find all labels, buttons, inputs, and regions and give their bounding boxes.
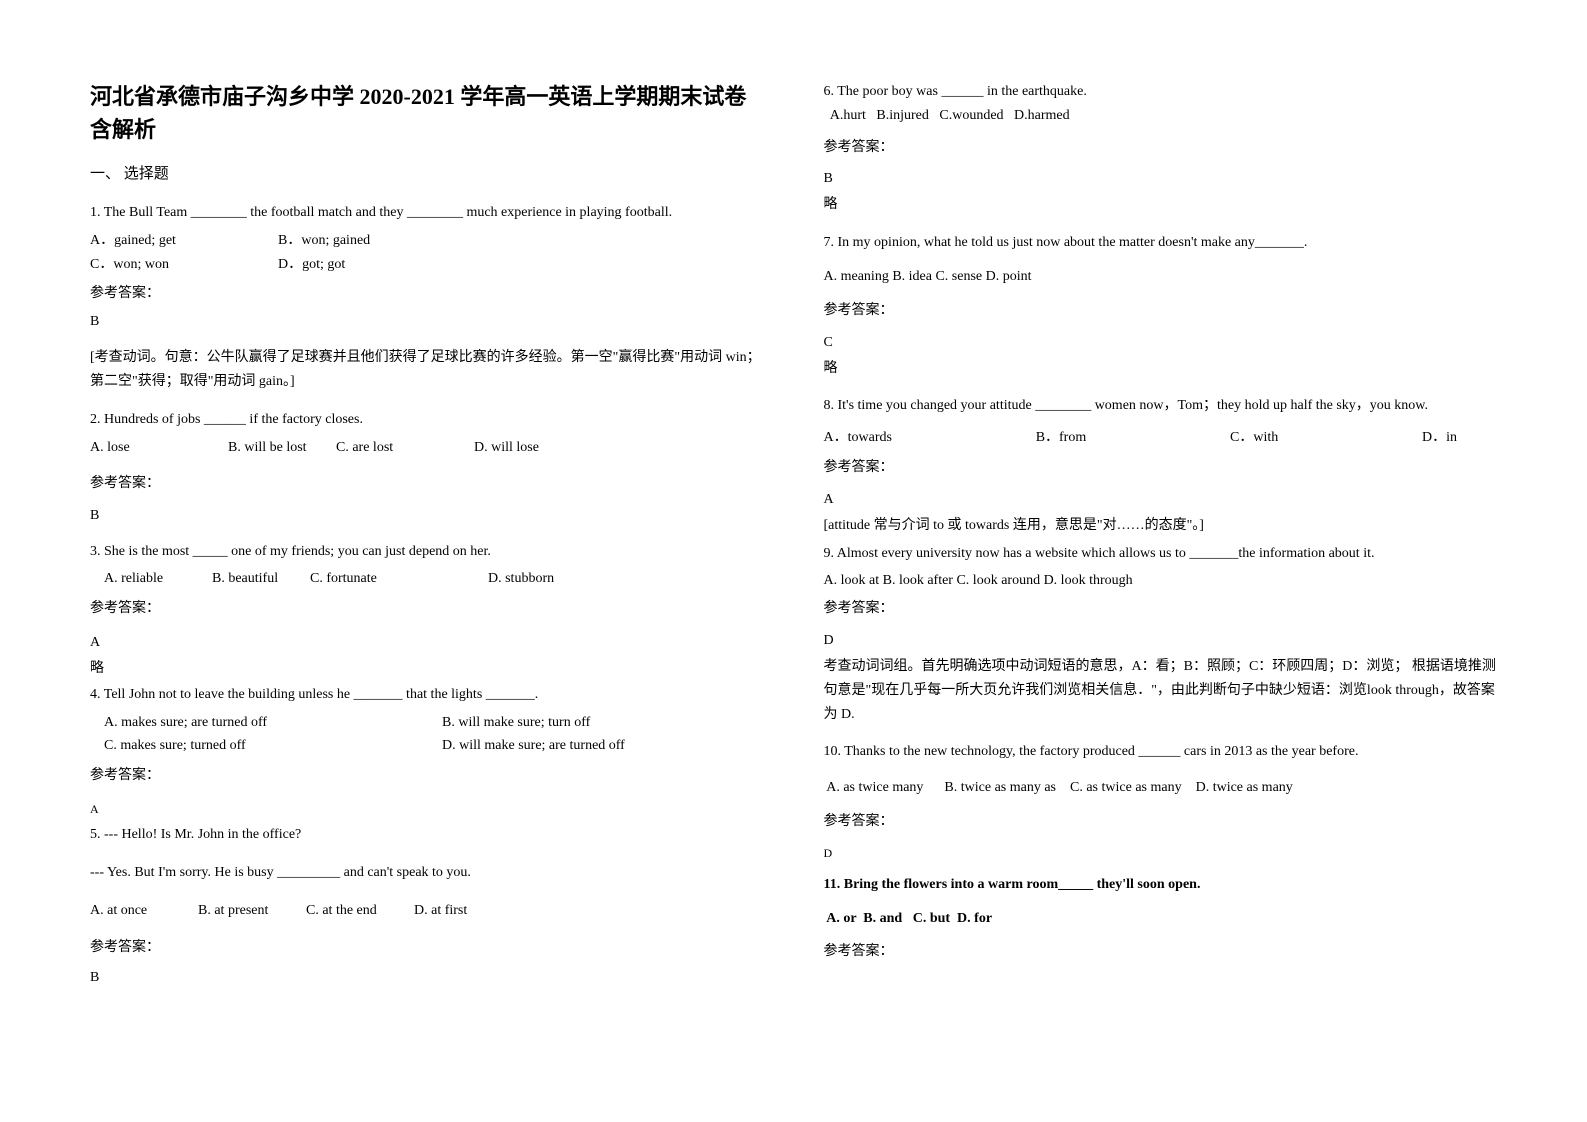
question-text-line1: 5. --- Hello! Is Mr. John in the office? xyxy=(90,823,764,847)
answer-value: B xyxy=(824,171,1498,187)
option-d: D. will lose xyxy=(474,440,539,456)
question-options: A. reliable B. beautiful C. fortunate D.… xyxy=(90,567,764,591)
question-text: 11. Bring the flowers into a warm room__… xyxy=(824,873,1498,897)
question-5: 5. --- Hello! Is Mr. John in the office?… xyxy=(90,823,764,960)
answer-label: 参考答案： xyxy=(90,282,764,306)
question-text: 9. Almost every university now has a web… xyxy=(824,542,1498,566)
option-b: B. will make sure; turn off xyxy=(442,711,590,735)
answer-value: D xyxy=(824,846,1498,861)
answer-label: 参考答案： xyxy=(824,597,1498,621)
explanation: 略 xyxy=(824,357,1498,381)
explanation: [attitude 常与介词 to 或 towards 连用，意思是"对……的态… xyxy=(824,514,1498,538)
question-6: 6. The poor boy was ______ in the earthq… xyxy=(824,80,1498,159)
question-options: A.hurt B.injured C.wounded D.harmed xyxy=(824,104,1498,128)
option-b: B. will be lost xyxy=(228,440,328,456)
option-d: D．in xyxy=(1422,426,1457,450)
question-4: 4. Tell John not to leave the building u… xyxy=(90,683,764,788)
section-header: 一、 选择题 xyxy=(90,162,764,183)
option-b: B．from xyxy=(1036,426,1087,450)
question-text: 1. The Bull Team ________ the football m… xyxy=(90,201,764,225)
answer-value: C xyxy=(824,335,1498,351)
question-text: 10. Thanks to the new technology, the fa… xyxy=(824,740,1498,764)
question-options: A. look at B. look after C. look around … xyxy=(824,569,1498,593)
question-options: A．towards B．from C．with D．in xyxy=(824,426,1498,450)
question-options: A. at once B. at present C. at the end D… xyxy=(90,899,764,923)
option-a: A. makes sure; are turned off xyxy=(104,711,434,735)
option-c: C. are lost xyxy=(336,440,466,456)
answer-label: 参考答案： xyxy=(90,764,764,788)
question-text-line2: --- Yes. But I'm sorry. He is busy _____… xyxy=(90,861,764,885)
option-a: A. lose xyxy=(90,440,220,456)
answer-value: B xyxy=(90,508,764,524)
answer-label: 参考答案： xyxy=(90,936,764,960)
option-c: C. fortunate xyxy=(310,567,480,591)
answer-label: 参考答案： xyxy=(90,472,764,492)
explanation: 考查动词词组。首先明确选项中动词短语的意思，A：看；B：照顾；C：环顾四周；D：… xyxy=(824,655,1498,726)
question-options: A. or B. and C. but D. for xyxy=(824,907,1498,931)
option-a: A. at once xyxy=(90,899,190,923)
page-container: 河北省承德市庙子沟乡中学 2020-2021 学年高一英语上学期期末试卷含解析 … xyxy=(90,80,1497,992)
option-b: B. beautiful xyxy=(212,567,302,591)
question-options: A. as twice many B. twice as many as C. … xyxy=(824,776,1498,800)
answer-label: 参考答案： xyxy=(824,136,1498,160)
answer-value: D xyxy=(824,633,1498,649)
question-options: A. makes sure; are turned off B. will ma… xyxy=(90,711,764,759)
option-c: C. at the end xyxy=(306,899,406,923)
answer-label: 参考答案： xyxy=(90,597,764,621)
answer-value: A xyxy=(824,492,1498,508)
question-3: 3. She is the most _____ one of my frien… xyxy=(90,540,764,621)
question-8: 8. It's time you changed your attitude _… xyxy=(824,394,1498,479)
question-text: 4. Tell John not to leave the building u… xyxy=(90,683,764,707)
option-b: B．won; gained xyxy=(278,229,370,253)
answer-value: A xyxy=(90,635,764,651)
document-title: 河北省承德市庙子沟乡中学 2020-2021 学年高一英语上学期期末试卷含解析 xyxy=(90,80,764,146)
left-column: 河北省承德市庙子沟乡中学 2020-2021 学年高一英语上学期期末试卷含解析 … xyxy=(90,80,764,992)
explanation: [考查动词。句意：公牛队赢得了足球赛并且他们获得了足球比赛的许多经验。第一空"赢… xyxy=(90,346,764,394)
option-d: D. will make sure; are turned off xyxy=(442,734,625,758)
option-a: A．towards xyxy=(824,426,892,450)
option-d: D. stubborn xyxy=(488,567,554,591)
question-11: 11. Bring the flowers into a warm room__… xyxy=(824,873,1498,964)
question-text: 7. In my opinion, what he told us just n… xyxy=(824,231,1498,255)
question-9: 9. Almost every university now has a web… xyxy=(824,542,1498,621)
question-1: 1. The Bull Team ________ the football m… xyxy=(90,201,764,306)
answer-value: B xyxy=(90,970,764,986)
question-text: 8. It's time you changed your attitude _… xyxy=(824,394,1498,418)
answer-label: 参考答案： xyxy=(824,940,1498,964)
option-a: A．gained; get xyxy=(90,229,270,253)
option-c: C．won; won xyxy=(90,253,270,277)
option-b: B. at present xyxy=(198,899,298,923)
question-options: A．gained; get B．won; gained C．won; won D… xyxy=(90,229,764,277)
option-c: C. makes sure; turned off xyxy=(104,734,434,758)
answer-label: 参考答案： xyxy=(824,810,1498,834)
answer-value: A xyxy=(90,802,764,817)
right-column: 6. The poor boy was ______ in the earthq… xyxy=(824,80,1498,992)
answer-label: 参考答案： xyxy=(824,456,1498,480)
answer-value: B xyxy=(90,314,764,330)
explanation: 略 xyxy=(90,657,764,681)
explanation: 略 xyxy=(824,193,1498,217)
answer-label: 参考答案： xyxy=(824,299,1498,323)
option-d: D．got; got xyxy=(278,253,345,277)
question-options: A. meaning B. idea C. sense D. point xyxy=(824,265,1498,289)
question-7: 7. In my opinion, what he told us just n… xyxy=(824,231,1498,322)
option-a: A. reliable xyxy=(104,567,204,591)
question-text: 2. Hundreds of jobs ______ if the factor… xyxy=(90,408,764,432)
option-d: D. at first xyxy=(414,899,467,923)
question-text: 6. The poor boy was ______ in the earthq… xyxy=(824,80,1498,104)
option-c: C．with xyxy=(1230,426,1278,450)
question-text: 3. She is the most _____ one of my frien… xyxy=(90,540,764,564)
question-options: A. lose B. will be lost C. are lost D. w… xyxy=(90,440,764,456)
question-10: 10. Thanks to the new technology, the fa… xyxy=(824,740,1498,833)
question-2: 2. Hundreds of jobs ______ if the factor… xyxy=(90,408,764,432)
